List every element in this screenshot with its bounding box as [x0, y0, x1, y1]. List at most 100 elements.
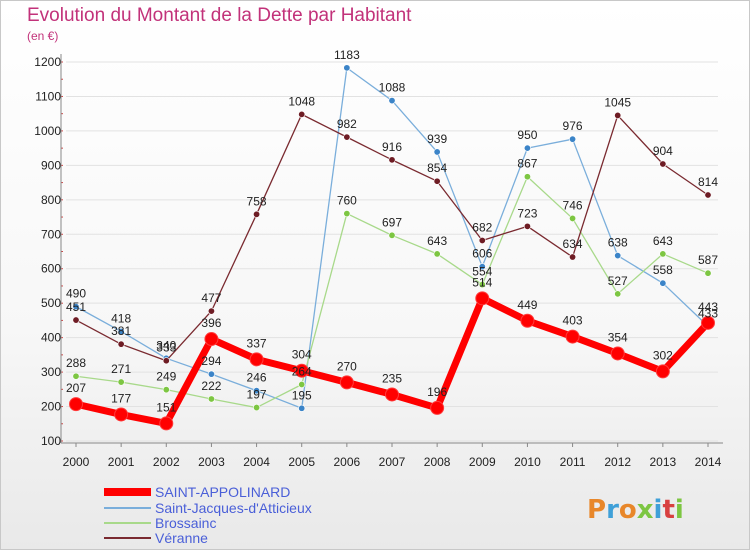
- y-tick-label: 100: [41, 434, 61, 448]
- x-tick-label: 2013: [650, 455, 677, 469]
- data-point: [614, 111, 622, 119]
- data-label: 196: [427, 385, 447, 399]
- data-point: [339, 375, 354, 390]
- data-point: [159, 416, 174, 431]
- y-tick-label: 800: [41, 193, 61, 207]
- y-tick-label: 200: [41, 400, 61, 414]
- x-tick-label: 2002: [153, 455, 180, 469]
- data-label: 235: [382, 371, 402, 385]
- x-tick-label: 2009: [469, 455, 496, 469]
- data-label: 418: [111, 311, 131, 325]
- data-label: 264: [292, 364, 312, 378]
- data-point: [385, 387, 399, 402]
- data-label: 451: [66, 300, 86, 314]
- data-point: [433, 250, 441, 258]
- data-point: [298, 380, 306, 388]
- data-label: 403: [563, 314, 583, 328]
- data-point: [569, 135, 577, 143]
- data-label: 916: [382, 140, 402, 154]
- data-label: 643: [427, 234, 447, 248]
- data-label: 1088: [379, 81, 406, 95]
- y-tick-label: 700: [41, 227, 61, 241]
- legend-entry: Brossainc: [155, 515, 216, 531]
- y-tick-label: 300: [41, 365, 61, 379]
- data-point: [659, 250, 667, 258]
- data-label: 443: [698, 300, 718, 314]
- data-point: [704, 191, 712, 199]
- data-point: [162, 357, 170, 365]
- data-point: [298, 404, 306, 412]
- data-label: 177: [111, 391, 131, 405]
- data-label: 1048: [288, 94, 315, 108]
- data-point: [614, 290, 622, 298]
- data-label: 939: [427, 132, 447, 146]
- data-point: [523, 173, 531, 181]
- data-label: 758: [247, 194, 267, 208]
- data-label: 333: [156, 341, 176, 355]
- data-label: 976: [563, 119, 583, 133]
- data-label: 558: [653, 263, 673, 277]
- data-label: 638: [608, 236, 628, 250]
- data-label: 854: [427, 161, 447, 175]
- data-point: [655, 364, 670, 379]
- data-point: [520, 313, 535, 328]
- data-label: 634: [563, 237, 583, 251]
- data-label: 606: [472, 247, 492, 261]
- series-1: [72, 64, 712, 412]
- data-point: [249, 352, 264, 367]
- data-label: 222: [201, 379, 221, 393]
- data-point: [659, 279, 667, 287]
- data-label: 643: [653, 234, 673, 248]
- data-point: [614, 252, 622, 260]
- data-label: 682: [472, 220, 492, 234]
- y-tick-label: 600: [41, 262, 61, 276]
- x-tick-label: 2007: [379, 455, 406, 469]
- data-label: 304: [292, 348, 312, 362]
- y-tick-label: 1200: [34, 55, 61, 69]
- data-point: [207, 370, 215, 378]
- data-label: 904: [653, 144, 673, 158]
- data-label: 302: [653, 348, 673, 362]
- data-label: 340: [156, 338, 176, 352]
- data-point: [523, 222, 531, 230]
- data-label: 490: [66, 287, 86, 301]
- data-point: [430, 400, 445, 415]
- data-label: 449: [517, 298, 537, 312]
- data-point: [478, 263, 486, 271]
- data-label: 207: [66, 381, 86, 395]
- data-point: [388, 156, 396, 164]
- data-point: [523, 144, 531, 152]
- x-tick-label: 2011: [560, 455, 586, 469]
- data-label: 1183: [334, 48, 360, 62]
- unit-label: (en €): [27, 29, 59, 43]
- data-label: 814: [698, 175, 718, 189]
- data-point: [114, 407, 129, 422]
- data-point: [72, 303, 80, 311]
- data-label: 249: [156, 370, 176, 384]
- data-point: [478, 236, 486, 244]
- data-point: [343, 133, 351, 141]
- x-tick-label: 2004: [243, 455, 270, 469]
- data-point: [565, 329, 580, 344]
- data-label: 1045: [604, 95, 631, 109]
- y-tick-label: 900: [41, 158, 61, 172]
- data-label: 197: [247, 388, 267, 402]
- chart-title: Evolution du Montant de la Dette par Hab…: [27, 5, 412, 26]
- x-tick-label: 2001: [108, 455, 135, 469]
- series-3: [72, 110, 712, 365]
- data-label: 195: [292, 388, 312, 402]
- x-tick-label: 2014: [695, 455, 722, 469]
- data-label: 396: [201, 316, 221, 330]
- data-point: [72, 372, 80, 380]
- data-label: 246: [247, 371, 267, 385]
- data-point: [72, 316, 80, 324]
- data-point: [253, 404, 261, 412]
- data-label: 554: [472, 265, 492, 279]
- x-tick-label: 2000: [63, 455, 90, 469]
- data-point: [569, 253, 577, 261]
- data-point: [475, 291, 490, 306]
- data-point: [433, 148, 441, 156]
- data-point: [659, 160, 667, 168]
